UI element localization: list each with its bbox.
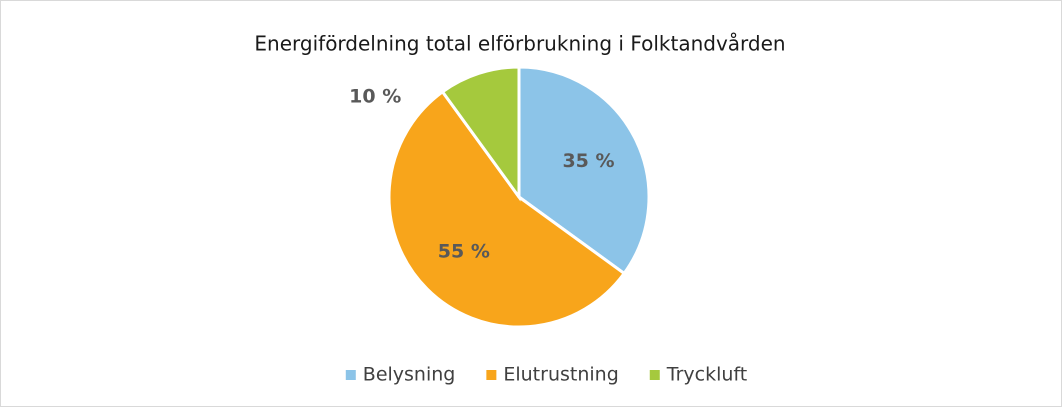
pie-slice [387, 89, 627, 329]
legend-swatch [486, 370, 497, 380]
legend-swatch [649, 370, 660, 380]
pie-slice [440, 65, 521, 202]
legend-label: Elutrustning [503, 364, 618, 386]
legend-swatch [345, 370, 356, 380]
chart-title: Energifördelning total elförbrukning i F… [254, 32, 785, 56]
data-label: 10 % [349, 86, 401, 108]
legend-label: Tryckluft [666, 364, 747, 386]
pie-slice [517, 65, 651, 276]
legend-label: Belysning [363, 364, 456, 386]
data-label: 55 % [438, 241, 490, 263]
data-label: 35 % [562, 150, 614, 172]
